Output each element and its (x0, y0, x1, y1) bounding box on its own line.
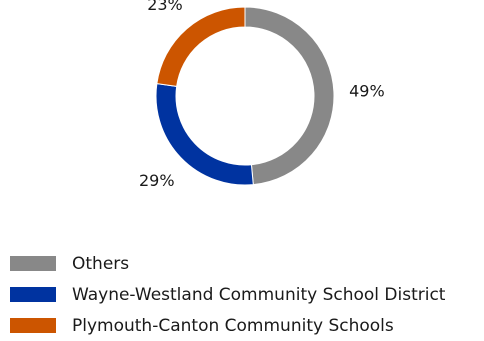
legend-swatch-plymouth-canton (10, 318, 56, 333)
slice-wayne-westland-community-school-district (155, 83, 254, 186)
legend-swatch-others (10, 256, 56, 271)
legend-item-others: Others (10, 248, 480, 279)
legend-item-plymouth-canton: Plymouth-Canton Community Schools (10, 310, 480, 341)
slice-others (244, 6, 335, 186)
legend-label-plymouth-canton: Plymouth-Canton Community Schools (72, 315, 394, 336)
donut-slices (155, 6, 335, 186)
donut-labels: 49% 29% 23% (139, 0, 385, 190)
slice-label-wayne-westland-community-school-district: 29% (139, 171, 175, 190)
legend-label-wayne-westland: Wayne-Westland Community School District (72, 284, 446, 305)
donut-chart: 49% 29% 23% (139, 0, 385, 190)
legend-item-wayne-westland: Wayne-Westland Community School District (10, 279, 480, 310)
legend: Others Wayne-Westland Community School D… (10, 248, 480, 341)
slice-plymouth-canton-community-schools (156, 6, 246, 87)
slice-label-plymouth-canton-community-schools: 23% (147, 0, 183, 14)
legend-swatch-wayne-westland (10, 287, 56, 302)
legend-label-others: Others (72, 253, 130, 274)
slice-label-others: 49% (349, 81, 385, 100)
